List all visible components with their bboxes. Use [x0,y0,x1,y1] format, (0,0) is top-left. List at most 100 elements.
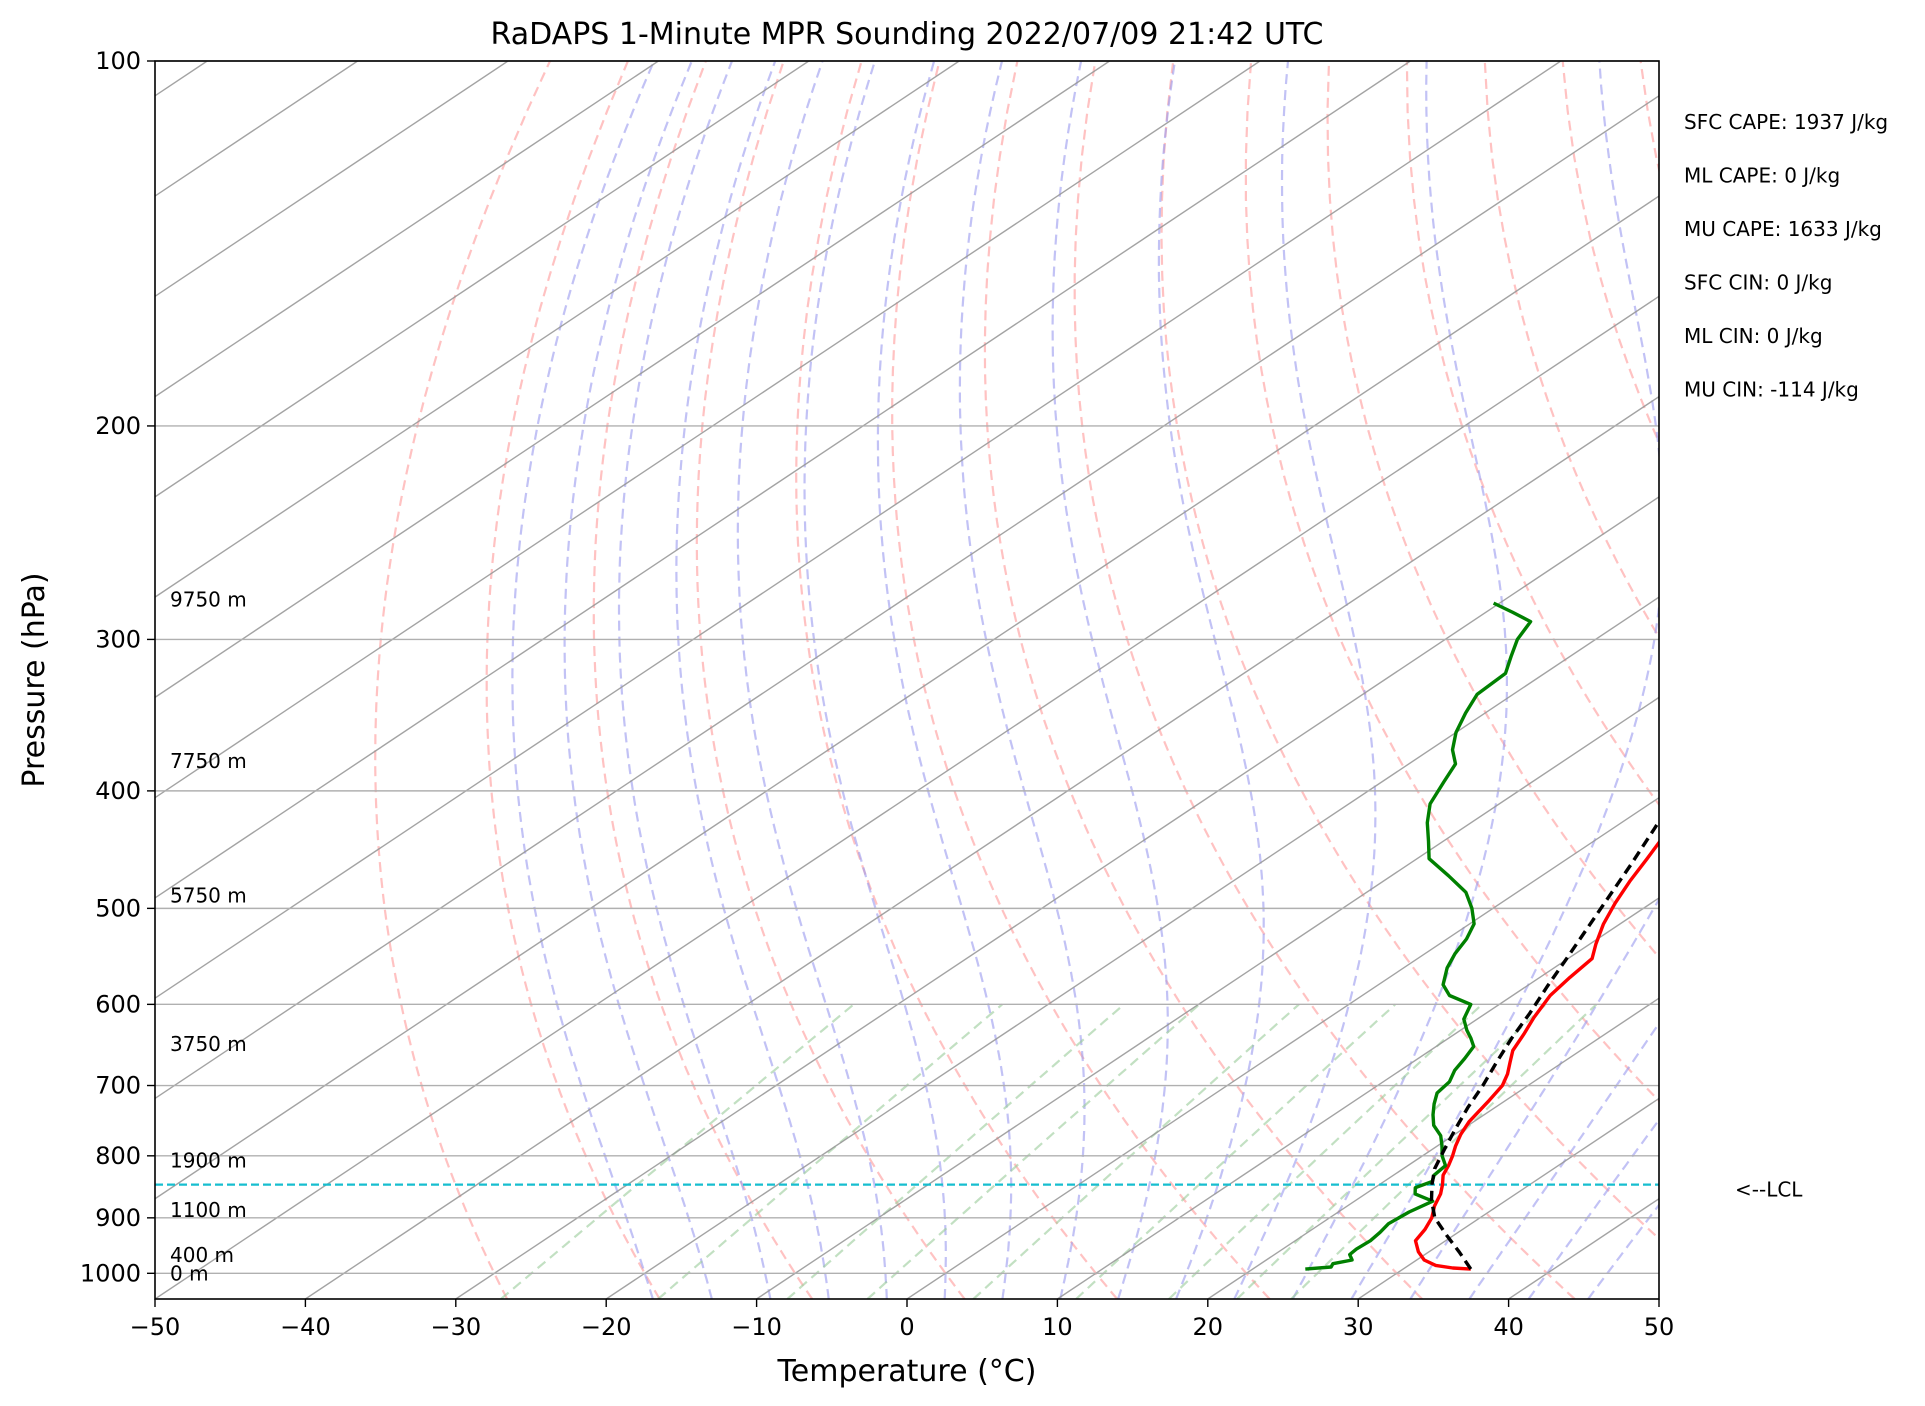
parcel-line [1429,818,1659,1271]
isotherm [155,61,659,398]
isotherm [155,61,810,498]
isotherm [155,61,960,598]
stability-index: MU CIN: -114 J/kg [1684,378,1859,402]
height-label: 0 m [170,1261,209,1285]
stability-index: SFC CAPE: 1937 J/kg [1684,110,1888,134]
x-tick-label: −30 [430,1313,481,1341]
y-axis-label: Pressure (hPa) [17,572,52,787]
moist-adiabat [1350,61,1659,1299]
stability-index: MU CAPE: 1633 J/kg [1684,217,1882,241]
y-tick-label: 200 [95,412,141,440]
dry-adiabat [1160,61,1659,1241]
dry-adiabat [1874,61,1925,1299]
stability-index: ML CIN: 0 J/kg [1684,324,1823,348]
x-tick-label: −20 [581,1313,632,1341]
isotherm [155,61,1562,1000]
dry-adiabat [795,61,1119,1299]
mixing-ratio-line [866,1003,1201,1299]
x-tick-label: 40 [1493,1313,1524,1341]
x-tick-label: 30 [1343,1313,1374,1341]
isotherm [756,696,1659,1299]
moist-adiabat [1468,1021,1659,1299]
dry-adiabat [485,61,661,1299]
dry-adiabat [374,61,552,1299]
isotherm [605,596,1659,1299]
dry-adiabat [695,61,966,1299]
x-tick-label: −50 [130,1313,181,1341]
isotherm [305,395,1659,1299]
moist-adiabat [675,61,830,1299]
dry-adiabat [1326,61,1659,960]
isotherm [1057,897,1659,1299]
x-tick-label: −10 [731,1313,782,1341]
x-axis-label: Temperature (°C) [777,1354,1037,1389]
y-tick-label: 1000 [80,1259,141,1287]
height-label: 1900 m [170,1148,247,1172]
moist-adiabat [876,61,1013,1299]
dewpoint-line [1305,601,1533,1271]
y-tick-label: 600 [95,990,141,1018]
x-tick-label: 10 [1042,1313,1073,1341]
y-tick-label: 400 [95,777,141,805]
y-tick-label: 100 [95,47,141,75]
dry-adiabat [1405,61,1659,807]
y-tick-label: 900 [95,1204,141,1232]
dry-adiabat [1244,61,1659,1103]
x-tick-label: 0 [899,1313,914,1341]
x-tick-label: 50 [1644,1313,1675,1341]
stability-index: SFC CIN: 0 J/kg [1684,271,1832,295]
y-tick-label: 300 [95,625,141,653]
dry-adiabat [1561,61,1659,445]
height-label: 1100 m [170,1198,247,1222]
moist-adiabat [803,61,947,1299]
isotherm [155,61,509,298]
isotherm [1207,997,1659,1299]
moist-adiabat [736,61,888,1299]
mixing-ratio-line [1290,1003,1598,1299]
moist-adiabat [1409,897,1659,1299]
isotherm [155,295,1659,1299]
mixing-ratio-line [786,1003,1125,1299]
height-label: 9750 m [170,587,247,611]
isotherm [455,496,1659,1299]
moist-adiabat [511,61,656,1299]
moist-adiabat [1157,61,1265,1299]
moist-adiabat [1527,1118,1659,1299]
moist-adiabat [958,61,1086,1299]
mixing-ratio-line [500,1003,855,1299]
isotherm [155,61,1411,899]
mixing-ratio-line [972,1003,1300,1299]
dry-adiabat [1483,61,1659,640]
isotherm [155,61,1261,799]
y-tick-label: 800 [95,1142,141,1170]
stability-index: ML CAPE: 0 J/kg [1684,164,1840,188]
height-label: 3750 m [170,1032,247,1056]
x-tick-label: −40 [280,1313,331,1341]
dry-adiabat [1073,61,1576,1299]
height-label: 7750 m [170,749,247,773]
mixing-ratio-line [1075,1003,1396,1299]
dry-adiabat [1796,61,1925,1299]
isotherm [1809,61,1925,1299]
isotherm [1658,1298,1659,1299]
x-tick-label: 20 [1193,1313,1224,1341]
dry-adiabat [1639,61,1659,175]
isotherm [1357,1097,1659,1299]
dry-adiabat [1719,61,1925,1299]
isotherm [155,195,1659,1200]
moist-adiabat [1291,61,1508,1299]
isotherm [1508,1197,1659,1299]
y-tick-label: 700 [95,1072,141,1100]
isotherm [155,61,1110,699]
moist-adiabat [563,61,713,1299]
mixing-ratio-line [1236,1003,1547,1299]
dry-adiabat [983,61,1423,1299]
height-label: 400 m [170,1243,234,1267]
height-label: 5750 m [170,884,247,908]
mixing-ratio-line [657,1003,1003,1299]
moist-adiabat [1051,61,1169,1299]
isotherm [155,94,1659,1100]
mixing-ratio-line [1168,1003,1483,1299]
moist-adiabat [617,61,772,1299]
